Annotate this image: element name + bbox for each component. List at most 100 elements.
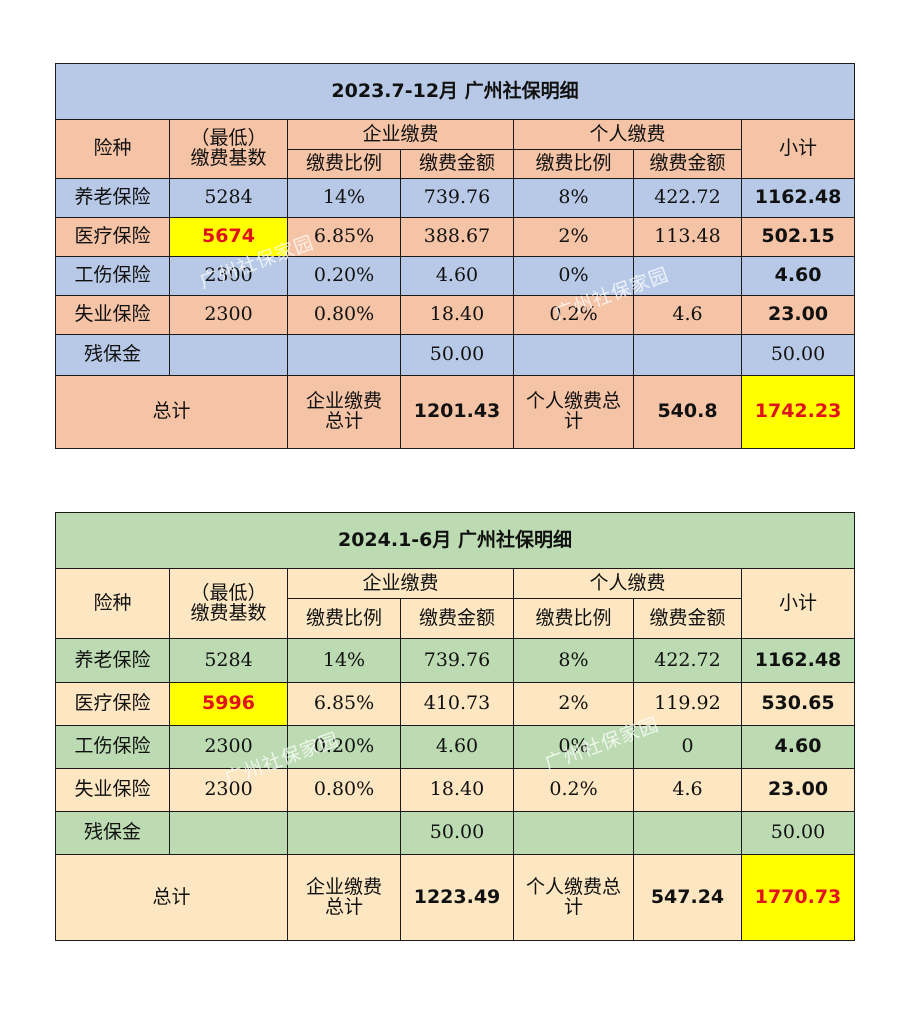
company-total: 1201.43 — [400, 375, 514, 449]
row-subtotal: 4.60 — [740, 256, 856, 296]
table-title: 2023.7-12月 广州社保明细 — [54, 63, 856, 120]
row-base-highlight: 5674 — [169, 217, 288, 257]
table-row: 残保金 50.00 50.00 — [55, 811, 855, 855]
header-type: 险种 — [55, 568, 170, 639]
social-security-table-2024h1: 2024.1-6月 广州社保明细 险种 （最低） 缴费基数 企业缴费 个人缴费 … — [55, 512, 855, 941]
row-personal-rate: 2% — [513, 217, 634, 257]
header-company-rate: 缴费比例 — [287, 149, 401, 179]
row-subtotal: 1162.48 — [741, 638, 855, 683]
table-row: 养老保险 5284 14% 739.76 8% 422.72 1162.48 — [55, 638, 855, 683]
header-base: （最低） 缴费基数 — [169, 568, 288, 639]
row-company-amount: 18.40 — [400, 768, 514, 812]
header-personal: 个人缴费 — [513, 119, 742, 150]
row-subtotal: 50.00 — [740, 334, 856, 376]
row-company-rate: 0.80% — [287, 295, 401, 335]
total-row: 总计 企业缴费 总计 1201.43 个人缴费总 计 540.8 1742.23 — [55, 375, 856, 449]
table-row: 工伤保险 2300 0.20% 4.60 0% 0 4.60 — [55, 725, 855, 769]
personal-total-label: 个人缴费总 计 — [513, 375, 634, 449]
personal-total-label: 个人缴费总 计 — [513, 854, 634, 941]
grand-total: 1770.73 — [741, 854, 855, 941]
row-name: 养老保险 — [55, 638, 170, 683]
row-personal-rate: 0% — [513, 725, 634, 769]
row-personal-rate: 8% — [513, 178, 634, 218]
row-company-rate: 0.20% — [287, 725, 401, 769]
row-company-rate: 0.80% — [287, 768, 401, 812]
table-row: 养老保险 5284 14% 739.76 8% 422.72 1162.48 — [55, 178, 856, 218]
table-row: 失业保险 2300 0.80% 18.40 0.2% 4.6 23.00 — [55, 295, 856, 335]
row-company-amount: 4.60 — [400, 725, 514, 769]
header-subtotal: 小计 — [740, 119, 856, 179]
personal-total: 540.8 — [633, 375, 742, 449]
row-personal-rate: 8% — [513, 638, 634, 683]
total-label: 总计 — [55, 854, 288, 941]
table-row: 工伤保险 2300 0.20% 4.60 0% 4.60 — [55, 256, 856, 296]
row-company-amount: 388.67 — [400, 217, 514, 257]
table-row: 失业保险 2300 0.80% 18.40 0.2% 4.6 23.00 — [55, 768, 855, 812]
row-base: 2300 — [169, 256, 288, 296]
row-company-amount: 410.73 — [400, 682, 514, 726]
table-row: 医疗保险 5996 6.85% 410.73 2% 119.92 530.65 — [55, 682, 855, 726]
row-company-rate: 14% — [287, 638, 401, 683]
row-company-amount: 739.76 — [400, 638, 514, 683]
row-subtotal: 23.00 — [740, 295, 856, 335]
personal-total: 547.24 — [633, 854, 742, 941]
company-total-label: 企业缴费 总计 — [287, 854, 401, 941]
row-personal-amount: 422.72 — [633, 178, 742, 218]
row-base: 2300 — [169, 768, 288, 812]
row-base — [169, 334, 288, 376]
row-subtotal: 1162.48 — [740, 178, 856, 218]
row-company-amount: 18.40 — [400, 295, 514, 335]
row-name: 医疗保险 — [55, 217, 170, 257]
row-personal-rate: 0.2% — [513, 768, 634, 812]
company-total-label: 企业缴费 总计 — [287, 375, 401, 449]
header-company-amount: 缴费金额 — [400, 598, 514, 639]
row-name: 工伤保险 — [55, 256, 170, 296]
row-base — [169, 811, 288, 855]
row-name: 残保金 — [55, 811, 170, 855]
row-personal-amount — [633, 334, 742, 376]
row-personal-amount — [633, 811, 742, 855]
row-personal-rate: 0% — [513, 256, 634, 296]
row-personal-rate: 0.2% — [513, 295, 634, 335]
header-company: 企业缴费 — [287, 119, 514, 150]
row-base: 2300 — [169, 295, 288, 335]
table-row: 残保金 50.00 50.00 — [55, 334, 856, 376]
row-company-rate: 14% — [287, 178, 401, 218]
row-company-rate: 6.85% — [287, 217, 401, 257]
row-name: 失业保险 — [55, 768, 170, 812]
header-company-rate: 缴费比例 — [287, 598, 401, 639]
company-total: 1223.49 — [400, 854, 514, 941]
total-label: 总计 — [55, 375, 288, 449]
row-company-rate: 6.85% — [287, 682, 401, 726]
row-personal-rate: 2% — [513, 682, 634, 726]
social-security-table-2023h2: 2023.7-12月 广州社保明细 险种 （最低） 缴费基数 企业缴费 个人缴费… — [54, 63, 856, 449]
row-base: 2300 — [169, 725, 288, 769]
table-row: 医疗保险 5674 6.85% 388.67 2% 113.48 502.15 — [55, 217, 856, 257]
header-base: （最低） 缴费基数 — [169, 119, 288, 179]
row-company-amount: 50.00 — [400, 811, 514, 855]
row-personal-rate — [513, 334, 634, 376]
header-personal-amount: 缴费金额 — [633, 149, 742, 179]
row-name: 工伤保险 — [55, 725, 170, 769]
row-company-amount: 50.00 — [400, 334, 514, 376]
row-company-amount: 4.60 — [400, 256, 514, 296]
row-personal-amount: 113.48 — [633, 217, 742, 257]
row-personal-amount: 0 — [633, 725, 742, 769]
row-personal-amount: 422.72 — [633, 638, 742, 683]
row-subtotal: 4.60 — [741, 725, 855, 769]
header-personal-rate: 缴费比例 — [513, 598, 634, 639]
header-company: 企业缴费 — [287, 568, 514, 599]
header-personal-amount: 缴费金额 — [633, 598, 742, 639]
row-subtotal: 530.65 — [741, 682, 855, 726]
total-row: 总计 企业缴费 总计 1223.49 个人缴费总 计 547.24 1770.7… — [55, 854, 855, 941]
row-name: 养老保险 — [55, 178, 170, 218]
row-personal-amount: 4.6 — [633, 768, 742, 812]
row-base: 5284 — [169, 638, 288, 683]
row-name: 失业保险 — [55, 295, 170, 335]
row-personal-amount — [633, 256, 742, 296]
header-type: 险种 — [55, 119, 170, 179]
row-company-amount: 739.76 — [400, 178, 514, 218]
row-company-rate — [287, 811, 401, 855]
row-name: 医疗保险 — [55, 682, 170, 726]
row-base-highlight: 5996 — [169, 682, 288, 726]
